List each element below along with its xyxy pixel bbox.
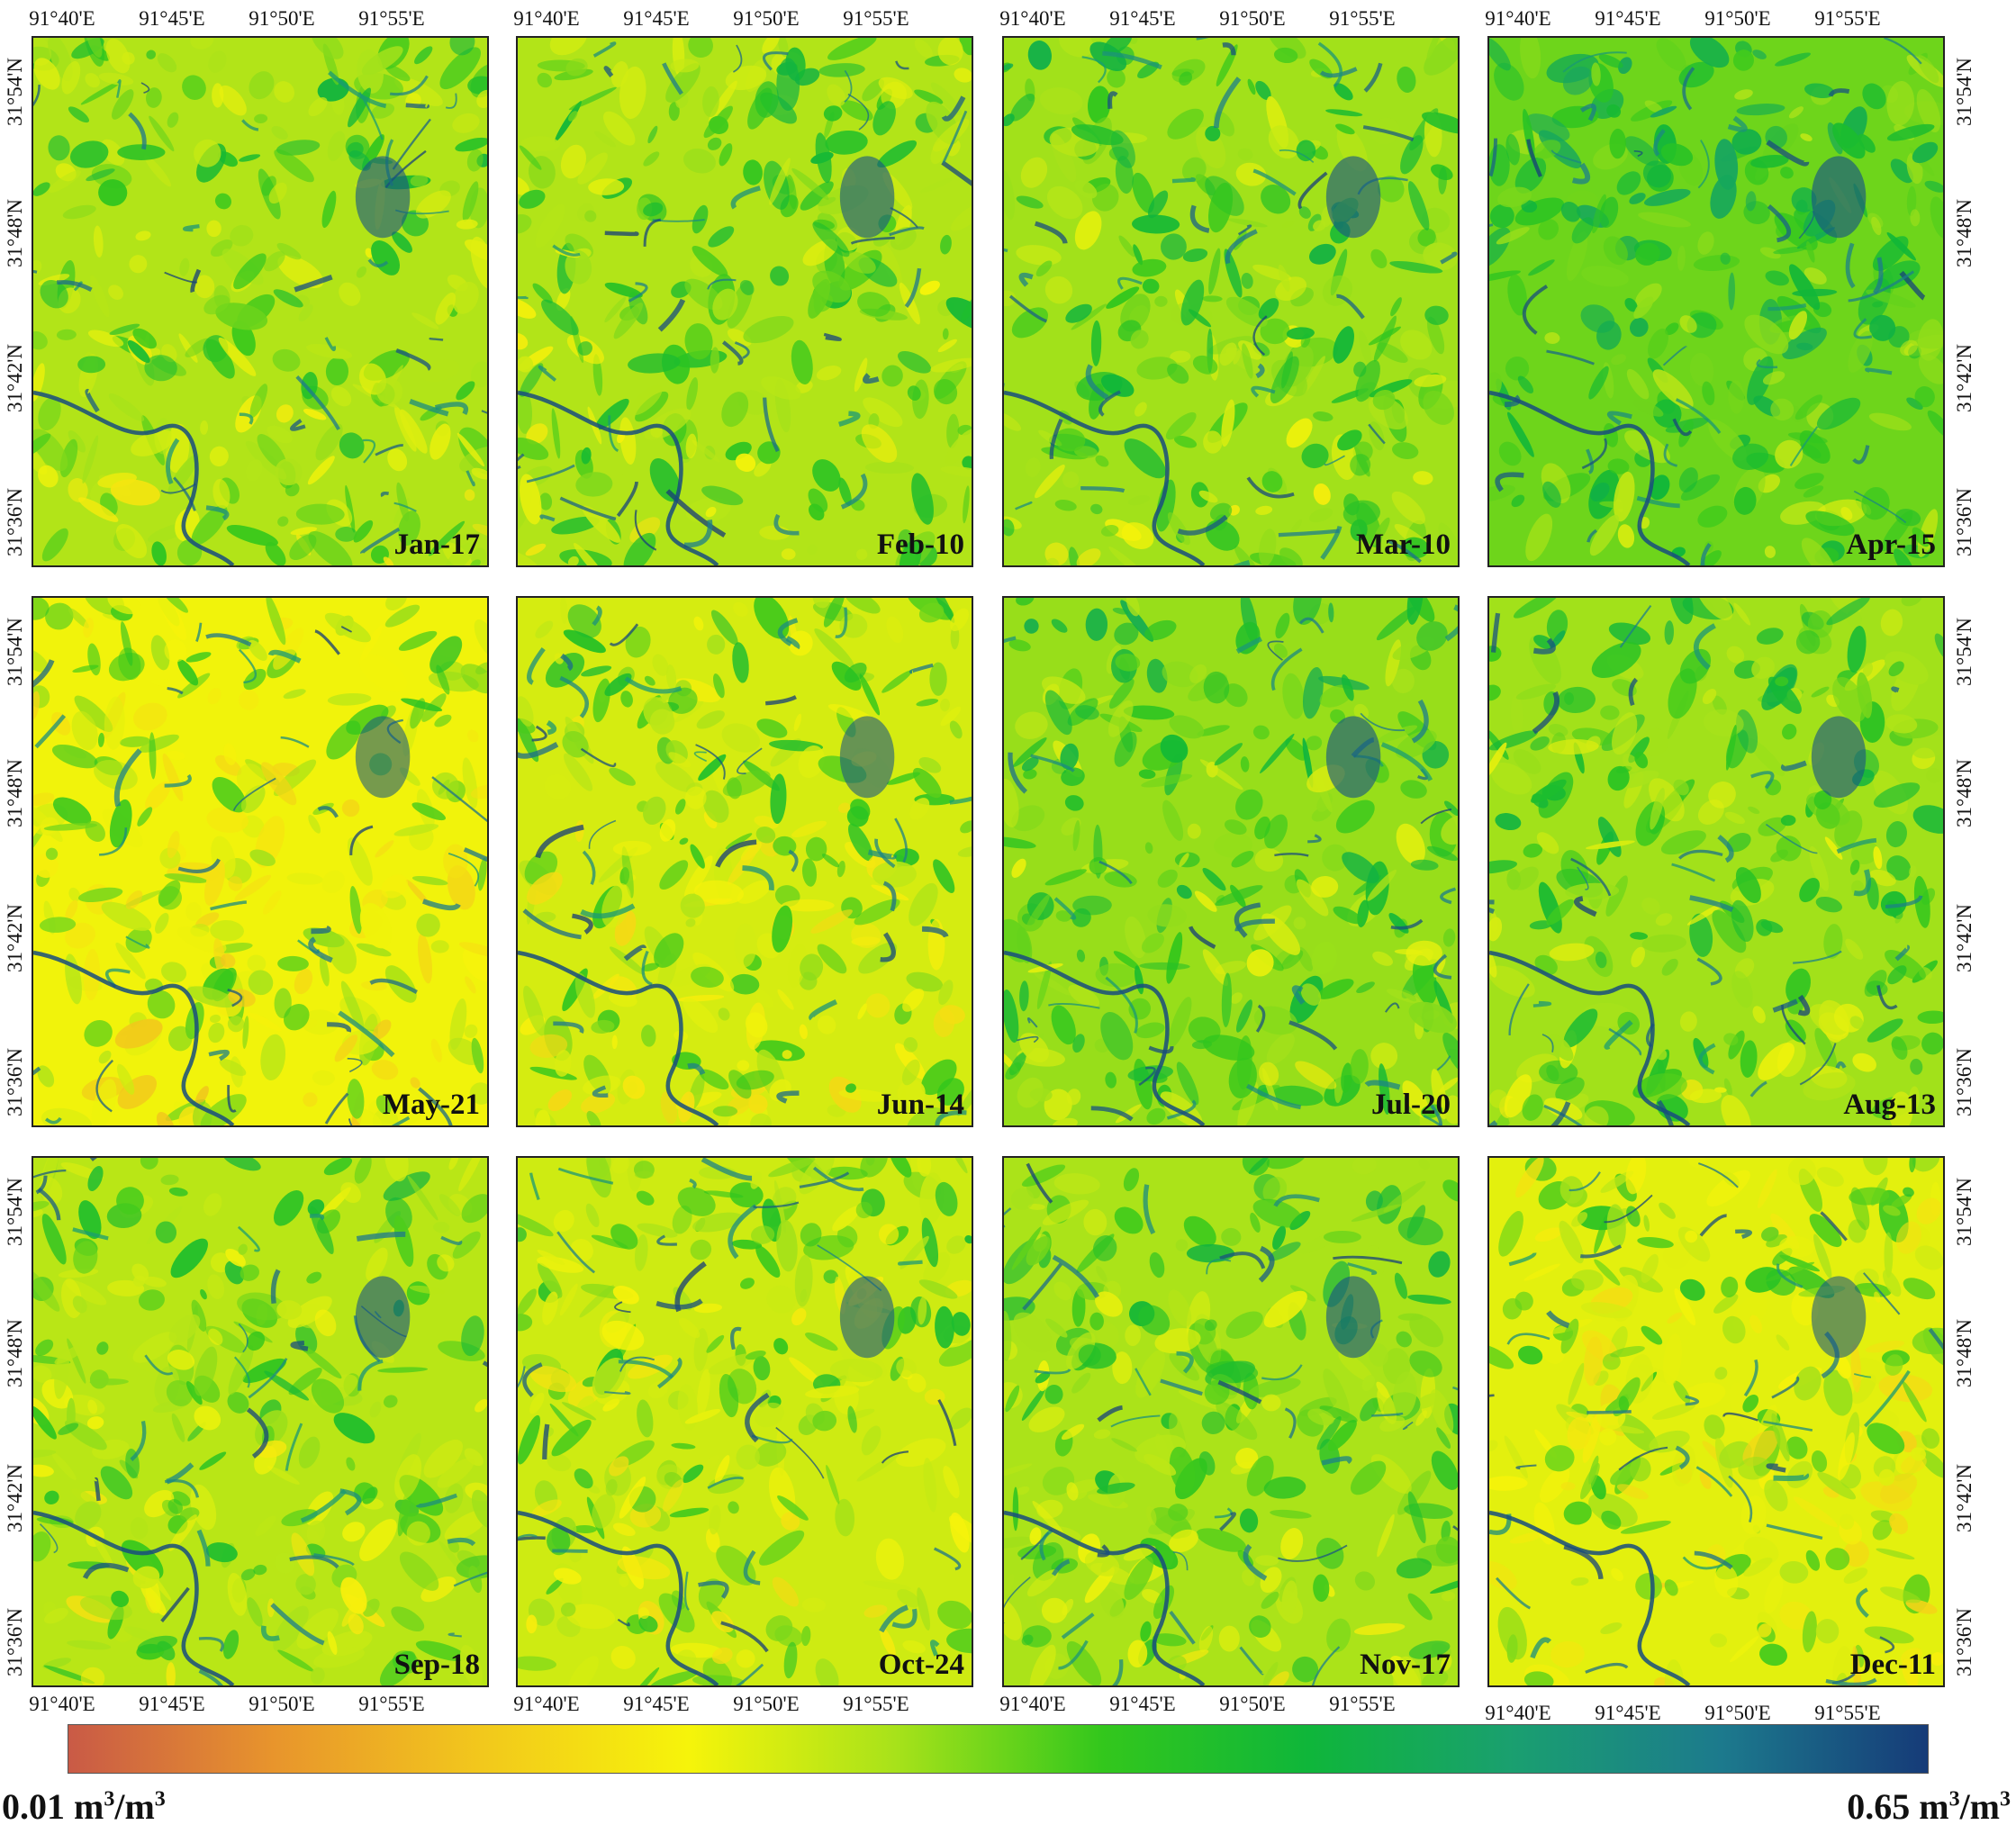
longitude-tick-label: 91°40'E [1485, 7, 1551, 30]
map-panel-aug-13: Aug-13 [1487, 596, 1945, 1127]
longitude-tick-label: 91°40'E [29, 1693, 95, 1715]
map-panel-apr-15: Apr-15 [1487, 36, 1945, 567]
panel-date-label: Jul-20 [1370, 1089, 1451, 1121]
soil-moisture-raster [1004, 598, 1458, 1125]
colorbar-max-label: 0.65 m3/m3 [1847, 1786, 2011, 1827]
latitude-tick-label: 31°42'N [1953, 1464, 1975, 1532]
longitude-tick-label: 91°55'E [358, 1693, 425, 1715]
longitude-tick-label: 91°40'E [999, 7, 1066, 30]
latitude-tick-label: 31°54'N [1953, 1178, 1975, 1246]
longitude-tick-label: 91°45'E [139, 7, 205, 30]
soil-moisture-raster [1489, 1158, 1943, 1685]
longitude-tick-label: 91°40'E [513, 7, 580, 30]
map-panel-mar-10: Mar-10 [1002, 36, 1460, 567]
latitude-tick-label: 31°54'N [1953, 618, 1975, 686]
latitude-tick-label: 31°48'N [1953, 199, 1975, 267]
panel-date-label: Jan-17 [393, 529, 480, 561]
longitude-tick-label: 91°50'E [249, 7, 315, 30]
longitude-tick-label: 91°40'E [999, 1693, 1066, 1715]
longitude-tick-label: 91°40'E [29, 7, 95, 30]
longitude-tick-label: 91°45'E [1109, 1693, 1176, 1715]
latitude-tick-label: 31°36'N [4, 1608, 26, 1676]
latitude-tick-label: 31°54'N [4, 618, 26, 686]
longitude-tick-label: 91°45'E [623, 1693, 690, 1715]
map-panel-dec-11: Dec-11 [1487, 1156, 1945, 1687]
latitude-tick-label: 31°48'N [1953, 1319, 1975, 1387]
soil-moisture-raster [33, 38, 487, 565]
map-panel-sep-18: Sep-18 [32, 1156, 489, 1687]
longitude-tick-label: 91°55'E [1329, 7, 1396, 30]
colorbar [68, 1724, 1929, 1774]
panel-date-label: Feb-10 [876, 529, 964, 561]
panel-date-label: Sep-18 [393, 1649, 480, 1681]
longitude-tick-label: 91°40'E [513, 1693, 580, 1715]
latitude-tick-label: 31°36'N [1953, 1608, 1975, 1676]
longitude-tick-label: 91°55'E [358, 7, 425, 30]
latitude-tick-label: 31°54'N [1953, 58, 1975, 126]
latitude-tick-label: 31°42'N [1953, 344, 1975, 412]
longitude-tick-label: 91°55'E [1814, 7, 1881, 30]
panel-date-label: Aug-13 [1843, 1089, 1936, 1121]
soil-moisture-raster [518, 598, 972, 1125]
soil-moisture-raster [1489, 38, 1943, 565]
latitude-tick-label: 31°54'N [4, 58, 26, 126]
longitude-tick-label: 91°45'E [1595, 7, 1661, 30]
panel-date-label: Apr-15 [1846, 529, 1936, 561]
panel-date-label: Dec-11 [1849, 1649, 1936, 1681]
latitude-tick-label: 31°54'N [4, 1178, 26, 1246]
panel-date-label: May-21 [382, 1089, 480, 1121]
longitude-tick-label: 91°45'E [623, 7, 690, 30]
longitude-tick-label: 91°45'E [1595, 1702, 1661, 1724]
colorbar-min-value: 0.01 [2, 1786, 65, 1827]
longitude-tick-label: 91°50'E [249, 1693, 315, 1715]
longitude-tick-label: 91°55'E [1814, 1702, 1881, 1724]
longitude-tick-label: 91°55'E [843, 7, 909, 30]
latitude-tick-label: 31°36'N [4, 488, 26, 556]
latitude-tick-label: 31°42'N [4, 1464, 26, 1532]
soil-moisture-raster [518, 38, 972, 565]
map-panel-jan-17: Jan-17 [32, 36, 489, 567]
latitude-tick-label: 31°42'N [4, 344, 26, 412]
longitude-tick-label: 91°50'E [1219, 7, 1286, 30]
longitude-tick-label: 91°50'E [733, 1693, 800, 1715]
longitude-tick-label: 91°50'E [733, 7, 800, 30]
soil-moisture-raster [1004, 38, 1458, 565]
soil-moisture-raster [1489, 598, 1943, 1125]
map-panel-feb-10: Feb-10 [516, 36, 973, 567]
latitude-tick-label: 31°42'N [4, 904, 26, 972]
map-panel-may-21: May-21 [32, 596, 489, 1127]
latitude-tick-label: 31°48'N [1953, 759, 1975, 827]
longitude-tick-label: 91°55'E [1329, 1693, 1396, 1715]
latitude-tick-label: 31°36'N [4, 1048, 26, 1116]
longitude-tick-label: 91°45'E [1109, 7, 1176, 30]
map-panel-jun-14: Jun-14 [516, 596, 973, 1127]
map-panel-nov-17: Nov-17 [1002, 1156, 1460, 1687]
longitude-tick-label: 91°40'E [1485, 1702, 1551, 1724]
longitude-tick-label: 91°55'E [843, 1693, 909, 1715]
colorbar-min-label: 0.01 m3/m3 [2, 1786, 166, 1827]
longitude-tick-label: 91°50'E [1704, 1702, 1771, 1724]
soil-moisture-raster [33, 1158, 487, 1685]
panel-date-label: Jun-14 [876, 1089, 964, 1121]
map-panel-oct-24: Oct-24 [516, 1156, 973, 1687]
panel-date-label: Mar-10 [1355, 529, 1451, 561]
soil-moisture-raster [33, 598, 487, 1125]
longitude-tick-label: 91°50'E [1704, 7, 1771, 30]
panel-date-label: Nov-17 [1360, 1649, 1451, 1681]
soil-moisture-raster [1004, 1158, 1458, 1685]
soil-moisture-raster [518, 1158, 972, 1685]
latitude-tick-label: 31°48'N [4, 199, 26, 267]
latitude-tick-label: 31°48'N [4, 759, 26, 827]
latitude-tick-label: 31°42'N [1953, 904, 1975, 972]
panel-date-label: Oct-24 [878, 1649, 964, 1681]
longitude-tick-label: 91°50'E [1219, 1693, 1286, 1715]
latitude-tick-label: 31°48'N [4, 1319, 26, 1387]
latitude-tick-label: 31°36'N [1953, 488, 1975, 556]
longitude-tick-label: 91°45'E [139, 1693, 205, 1715]
map-panel-jul-20: Jul-20 [1002, 596, 1460, 1127]
colorbar-max-value: 0.65 [1847, 1786, 1911, 1827]
latitude-tick-label: 31°36'N [1953, 1048, 1975, 1116]
